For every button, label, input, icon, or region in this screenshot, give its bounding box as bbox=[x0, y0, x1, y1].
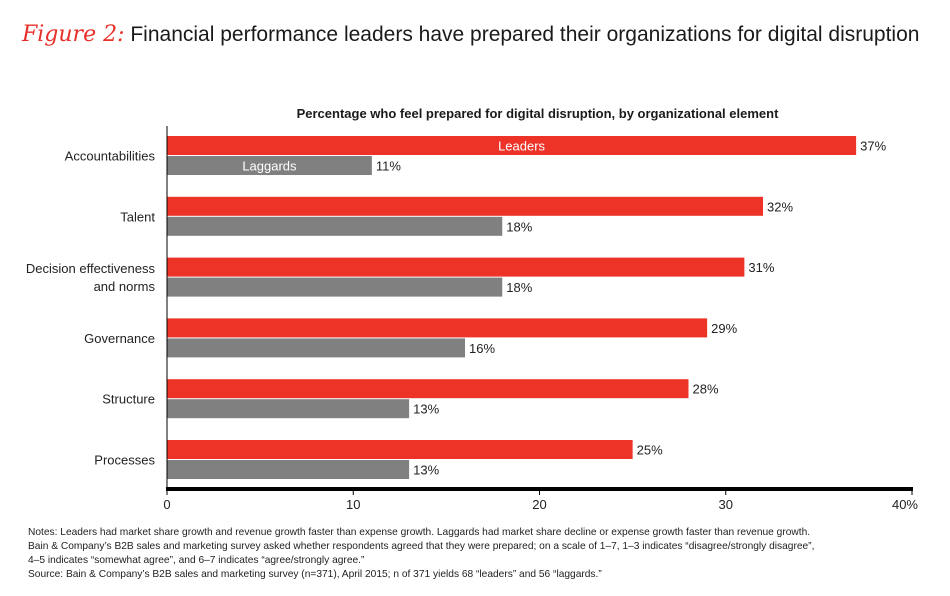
bar-laggards bbox=[167, 338, 465, 358]
figure-label: Figure 2: bbox=[22, 22, 125, 47]
category-label: Processes bbox=[94, 453, 155, 468]
x-tick-label: 40% bbox=[892, 497, 918, 512]
category-label: Talent bbox=[120, 209, 155, 224]
x-tick-label: 10 bbox=[346, 497, 360, 512]
bar-leaders bbox=[167, 136, 857, 155]
bar-leaders bbox=[167, 257, 745, 277]
data-label: 32% bbox=[767, 199, 793, 214]
chart-title: Percentage who feel prepared for digital… bbox=[296, 106, 779, 121]
bar-laggards bbox=[167, 156, 372, 175]
bar-laggards bbox=[167, 460, 410, 479]
bar-leaders bbox=[167, 318, 708, 338]
data-label: 13% bbox=[413, 402, 439, 417]
data-label: 18% bbox=[506, 280, 532, 295]
legend-laggards: Laggards bbox=[242, 159, 297, 174]
figure-title-text: Financial performance leaders have prepa… bbox=[130, 23, 920, 46]
bar-laggards bbox=[167, 216, 503, 236]
data-label: 37% bbox=[860, 139, 886, 154]
data-label: 31% bbox=[748, 260, 774, 275]
x-tick-label: 30 bbox=[719, 497, 733, 512]
bar-leaders bbox=[167, 196, 763, 216]
x-tick-label: 20 bbox=[532, 497, 546, 512]
data-label: 18% bbox=[506, 219, 532, 234]
bar-leaders bbox=[167, 379, 689, 399]
source-line: Source: Bain & Company’s B2B sales and m… bbox=[28, 569, 602, 580]
category-label: Structure bbox=[102, 392, 155, 407]
data-label: 13% bbox=[413, 463, 439, 478]
legend-leaders: Leaders bbox=[498, 139, 545, 154]
category-label: Decision effectiveness bbox=[26, 261, 156, 276]
notes-line: Bain & Company’s B2B sales and marketing… bbox=[28, 541, 815, 552]
x-tick-label: 0 bbox=[163, 497, 170, 512]
data-label: 28% bbox=[693, 382, 719, 397]
data-label: 16% bbox=[469, 341, 495, 356]
category-label: and norms bbox=[94, 279, 156, 294]
bar-leaders bbox=[167, 440, 633, 459]
data-label: 25% bbox=[637, 443, 663, 458]
notes-line: Notes: Leaders had market share growth a… bbox=[28, 527, 811, 538]
bar-laggards bbox=[167, 277, 503, 297]
category-label: Governance bbox=[84, 331, 155, 346]
data-label: 11% bbox=[376, 159, 401, 174]
notes: Notes: Leaders had market share growth a… bbox=[28, 526, 940, 582]
data-label: 29% bbox=[711, 321, 737, 336]
bar-laggards bbox=[167, 399, 410, 419]
x-axis-line bbox=[166, 487, 913, 491]
category-label: Accountabilities bbox=[65, 149, 156, 164]
figure-title: Figure 2: Financial performance leaders … bbox=[22, 22, 919, 47]
notes-line: 4–5 indicates “somewhat agree”, and 6–7 … bbox=[28, 555, 365, 566]
